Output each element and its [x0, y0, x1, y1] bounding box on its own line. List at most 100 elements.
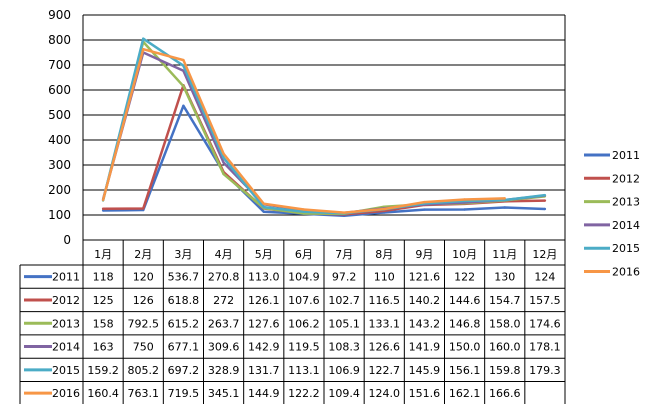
data-point-2011 — [262, 210, 265, 213]
data-label: 144.6 — [449, 294, 481, 307]
data-point-2016 — [182, 58, 185, 62]
series-line-2015 — [101, 37, 546, 215]
x-category-label: 11月 — [492, 248, 517, 261]
data-point-2016 — [383, 207, 386, 211]
series-line-2016 — [101, 47, 505, 214]
legend-label-2013: 2013 — [612, 196, 640, 209]
table-series-name: 2016 — [52, 387, 80, 400]
x-category-label: 1月 — [94, 248, 112, 261]
data-label: 615.2 — [168, 317, 200, 330]
x-category-label: 10月 — [452, 248, 477, 261]
data-point-2011 — [182, 104, 185, 108]
data-label: 328.9 — [208, 364, 240, 377]
data-label: 677.1 — [168, 341, 200, 354]
data-label: 763.1 — [128, 387, 160, 400]
data-point-2016 — [503, 197, 506, 200]
y-tick-label-300: 300 — [48, 158, 71, 172]
data-label: 126 — [133, 294, 154, 307]
y-tick-label-800: 800 — [48, 33, 71, 47]
data-label: 345.1 — [208, 387, 240, 400]
data-label: 118 — [93, 271, 114, 284]
data-label: 156.1 — [449, 364, 481, 377]
data-point-2015 — [222, 156, 225, 159]
series-line-2014 — [101, 51, 546, 215]
table-series-name: 2011 — [52, 271, 80, 284]
data-label: 122 — [454, 271, 475, 284]
data-label: 142.9 — [248, 341, 280, 354]
data-point-2014 — [222, 161, 225, 164]
data-label: 113.1 — [288, 364, 320, 377]
data-label: 102.7 — [328, 294, 360, 307]
data-label: 179.3 — [529, 364, 561, 377]
data-point-2016 — [423, 200, 426, 204]
data-label: 116.5 — [369, 294, 401, 307]
data-point-2012 — [142, 207, 145, 210]
data-label: 144.9 — [248, 387, 280, 400]
y-tick-label-500: 500 — [48, 108, 71, 122]
table-series-name: 2015 — [52, 364, 80, 377]
data-label: 309.6 — [208, 341, 240, 354]
gridlines — [82, 14, 566, 241]
data-label: 122.7 — [369, 364, 401, 377]
data-label: 146.8 — [449, 317, 481, 330]
x-category-label: 12月 — [532, 248, 557, 261]
data-label: 158.0 — [489, 317, 521, 330]
data-label: 125 — [93, 294, 114, 307]
table-series-name: 2013 — [52, 317, 80, 330]
data-label: 97.2 — [332, 271, 357, 284]
y-tick-label-700: 700 — [48, 58, 71, 72]
data-label: 130 — [494, 271, 515, 284]
y-tick-label-400: 400 — [48, 133, 71, 147]
data-point-2011 — [543, 207, 547, 211]
table-series-name: 2012 — [52, 294, 80, 307]
legend-label-2014: 2014 — [612, 219, 640, 232]
data-label: 150.0 — [449, 341, 481, 354]
x-category-label: 6月 — [295, 248, 313, 261]
legend: 2011 2012 2013 2014 2015 2016 — [584, 149, 640, 279]
data-label: 166.6 — [489, 387, 521, 400]
data-point-2016 — [222, 152, 225, 155]
y-tick-label-100: 100 — [48, 208, 71, 222]
data-label: 133.1 — [369, 317, 401, 330]
data-label: 108.3 — [328, 341, 360, 354]
data-label: 805.2 — [128, 364, 160, 377]
data-label: 143.2 — [409, 317, 441, 330]
data-label: 270.8 — [208, 271, 240, 284]
data-point-2013 — [222, 172, 225, 176]
x-category-label: 2月 — [134, 248, 152, 261]
y-tick-label-900: 900 — [48, 8, 71, 22]
data-label: 157.5 — [529, 294, 561, 307]
x-category-label: 3月 — [174, 248, 192, 261]
x-category-label: 5月 — [255, 248, 273, 261]
data-label: 106.2 — [288, 317, 320, 330]
data-label: 126.6 — [369, 341, 401, 354]
data-point-2016 — [463, 198, 466, 201]
data-label: 127.6 — [248, 317, 280, 330]
x-category-label: 9月 — [415, 248, 433, 261]
data-label: 618.8 — [168, 294, 200, 307]
data-point-2013 — [182, 85, 185, 88]
data-point-2011 — [463, 208, 466, 211]
data-label: 272 — [213, 294, 234, 307]
data-table: 1月 2月 3月 4月 5月 6月 7月 8月 9月 10月 11月 12月 2011 118 120 536… — [19, 240, 566, 406]
x-category-label: 7月 — [335, 248, 353, 261]
legend-label-2016: 2016 — [612, 266, 640, 279]
data-label: 124.0 — [369, 387, 401, 400]
data-label: 263.7 — [208, 317, 240, 330]
data-label: 145.9 — [409, 364, 441, 377]
data-point-2015 — [182, 64, 185, 67]
legend-label-2015: 2015 — [612, 242, 640, 255]
data-label: 120 — [133, 271, 154, 284]
data-label: 140.2 — [409, 294, 441, 307]
data-label: 159.8 — [489, 364, 521, 377]
table-series-name: 2014 — [52, 341, 80, 354]
data-point-2015 — [262, 205, 265, 209]
data-label: 104.9 — [288, 271, 320, 284]
data-point-2016 — [142, 48, 145, 51]
y-tick-label-0: 0 — [63, 233, 71, 247]
data-label: 151.6 — [409, 387, 441, 400]
data-label: 121.6 — [409, 271, 441, 284]
y-tick-label-600: 600 — [48, 83, 71, 97]
